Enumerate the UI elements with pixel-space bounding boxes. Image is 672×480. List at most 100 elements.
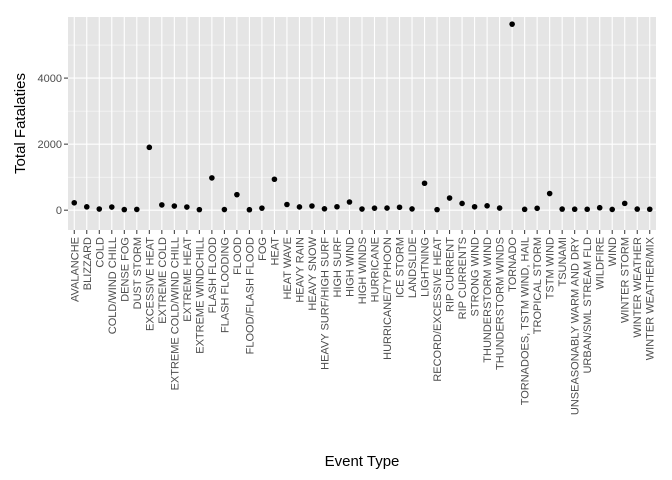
data-point	[71, 199, 78, 206]
x-tick-label: ICE STORM	[395, 237, 407, 298]
y-axis-title: Total Fatalaties	[12, 73, 29, 174]
data-point	[409, 206, 415, 212]
data-point	[184, 204, 190, 210]
x-tick-label: HEAVY RAIN	[294, 237, 306, 303]
x-tick-label: HURRICANE/TYPHOON	[382, 237, 394, 360]
x-tick-label: FLASH FLOOD	[207, 237, 219, 313]
data-point	[321, 205, 328, 212]
data-point	[246, 206, 253, 213]
data-point	[446, 195, 453, 201]
x-tick-label: HIGH WINDS	[357, 237, 369, 304]
data-point	[421, 180, 428, 187]
data-point	[296, 204, 303, 210]
data-point	[83, 204, 90, 210]
data-point	[646, 206, 653, 213]
x-axis-ticks: AVALANCHE BLIZZARD COLD COLD/WIND CHILL DENS…	[69, 230, 657, 415]
data-point	[621, 200, 628, 207]
data-point	[334, 203, 340, 210]
x-tick-label: URBAN/SML STREAM FLD	[582, 237, 594, 374]
x-tick-label: FLOOD	[232, 237, 244, 275]
x-tick-label: RECORD/EXCESSIVE HEAT	[432, 237, 444, 382]
x-tick-label: WINTER WEATHER/MIX	[645, 236, 657, 360]
x-tick-label: WIND	[607, 237, 619, 266]
data-point	[159, 202, 165, 208]
data-point	[209, 175, 215, 181]
data-point	[484, 202, 490, 209]
data-point	[259, 205, 265, 211]
x-tick-label: FLASH FLOODING	[219, 237, 231, 333]
data-point	[459, 200, 465, 207]
x-tick-label: STRONG WIND	[470, 237, 482, 316]
data-point	[121, 206, 128, 213]
y-axis-ticks: 0 2000 4000	[38, 73, 68, 217]
x-tick-label: UNSEASONABLY WARM AND DRY	[570, 236, 582, 415]
x-tick-label: TROPICAL STORM	[532, 237, 544, 334]
x-tick-label: COLD	[94, 237, 106, 268]
data-point	[134, 206, 140, 213]
data-point	[546, 190, 553, 197]
data-point	[108, 204, 115, 210]
y-tick-label: 0	[56, 205, 62, 217]
x-tick-label: LIGHTNING	[420, 237, 432, 297]
data-point	[146, 144, 153, 151]
x-tick-label: EXTREME COLD/WIND CHILL	[169, 237, 181, 390]
x-tick-label: TORNADOES, TSTM WIND, HAIL	[520, 237, 532, 405]
x-tick-label: HIGH WIND	[344, 237, 356, 297]
x-tick-label: HEAT WAVE	[282, 237, 294, 300]
x-tick-label: FOG	[257, 237, 269, 261]
data-point	[284, 201, 290, 208]
data-point	[271, 176, 278, 183]
data-point	[396, 204, 403, 211]
x-tick-label: THUNDERSTORM WINDS	[495, 237, 507, 370]
y-tick-label: 4000	[38, 73, 62, 85]
x-tick-label: HIGH SURF	[332, 237, 344, 298]
x-tick-label: HEAVY SURF/HIGH SURF	[319, 237, 331, 370]
data-point	[571, 206, 578, 213]
x-tick-label: THUNDERSTORM WIND	[482, 237, 494, 363]
x-tick-label: RIP CURRENT	[445, 237, 457, 312]
data-point	[521, 206, 528, 213]
data-point	[171, 203, 178, 209]
x-tick-label: FLOOD/FLASH FLOOD	[244, 237, 256, 354]
x-tick-label: EXCESSIVE HEAT	[144, 237, 156, 331]
x-tick-label: WINTER STORM	[620, 237, 632, 323]
data-point	[434, 206, 440, 213]
x-tick-label: WILDFIRE	[595, 237, 607, 290]
x-axis-title: Event Type	[325, 453, 400, 470]
x-tick-label: EXTREME COLD	[157, 237, 169, 324]
data-point	[359, 206, 365, 212]
data-point	[584, 206, 590, 213]
x-tick-label: HEAT	[269, 237, 281, 266]
x-tick-label: DUST STORM	[132, 237, 144, 309]
data-point	[196, 206, 203, 213]
x-tick-label: TSUNAMI	[557, 237, 569, 287]
x-tick-label: HURRICANE	[370, 237, 382, 302]
y-tick-label: 2000	[38, 139, 62, 151]
data-point	[609, 206, 616, 213]
data-point	[309, 203, 315, 209]
data-point	[346, 199, 353, 205]
x-tick-label: HEAVY SNOW	[307, 236, 319, 310]
data-point	[384, 205, 390, 211]
data-point	[371, 205, 378, 211]
x-tick-label: LANDSLIDE	[407, 237, 419, 298]
data-point	[234, 191, 240, 198]
x-tick-label: TORNADO	[507, 237, 519, 292]
data-point	[509, 21, 515, 27]
data-point	[221, 206, 228, 213]
data-point	[559, 206, 565, 212]
data-point	[534, 205, 540, 212]
x-tick-label: AVALANCHE	[69, 237, 81, 302]
data-points	[71, 21, 653, 213]
x-tick-label: COLD/WIND CHILL	[107, 237, 119, 334]
x-tick-label: DENSE FOG	[119, 237, 131, 302]
x-tick-label: TSTM WIND	[545, 237, 557, 299]
x-tick-label: EXTREME HEAT	[182, 237, 194, 322]
x-tick-label: RIP CURRENTS	[457, 237, 469, 319]
data-point	[634, 206, 641, 212]
x-tick-label: EXTREME WINDCHILL	[194, 237, 206, 354]
data-point	[96, 206, 103, 212]
data-point	[596, 204, 603, 211]
data-point	[471, 203, 478, 210]
